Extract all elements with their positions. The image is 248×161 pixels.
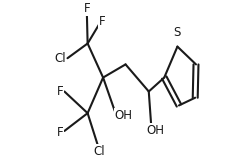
Text: OH: OH (147, 124, 165, 137)
Text: S: S (174, 26, 181, 39)
Text: F: F (99, 14, 106, 28)
Text: F: F (57, 85, 63, 98)
Text: OH: OH (114, 109, 132, 122)
Text: Cl: Cl (54, 52, 65, 65)
Text: F: F (84, 2, 90, 15)
Text: F: F (57, 126, 63, 139)
Text: Cl: Cl (93, 145, 105, 158)
